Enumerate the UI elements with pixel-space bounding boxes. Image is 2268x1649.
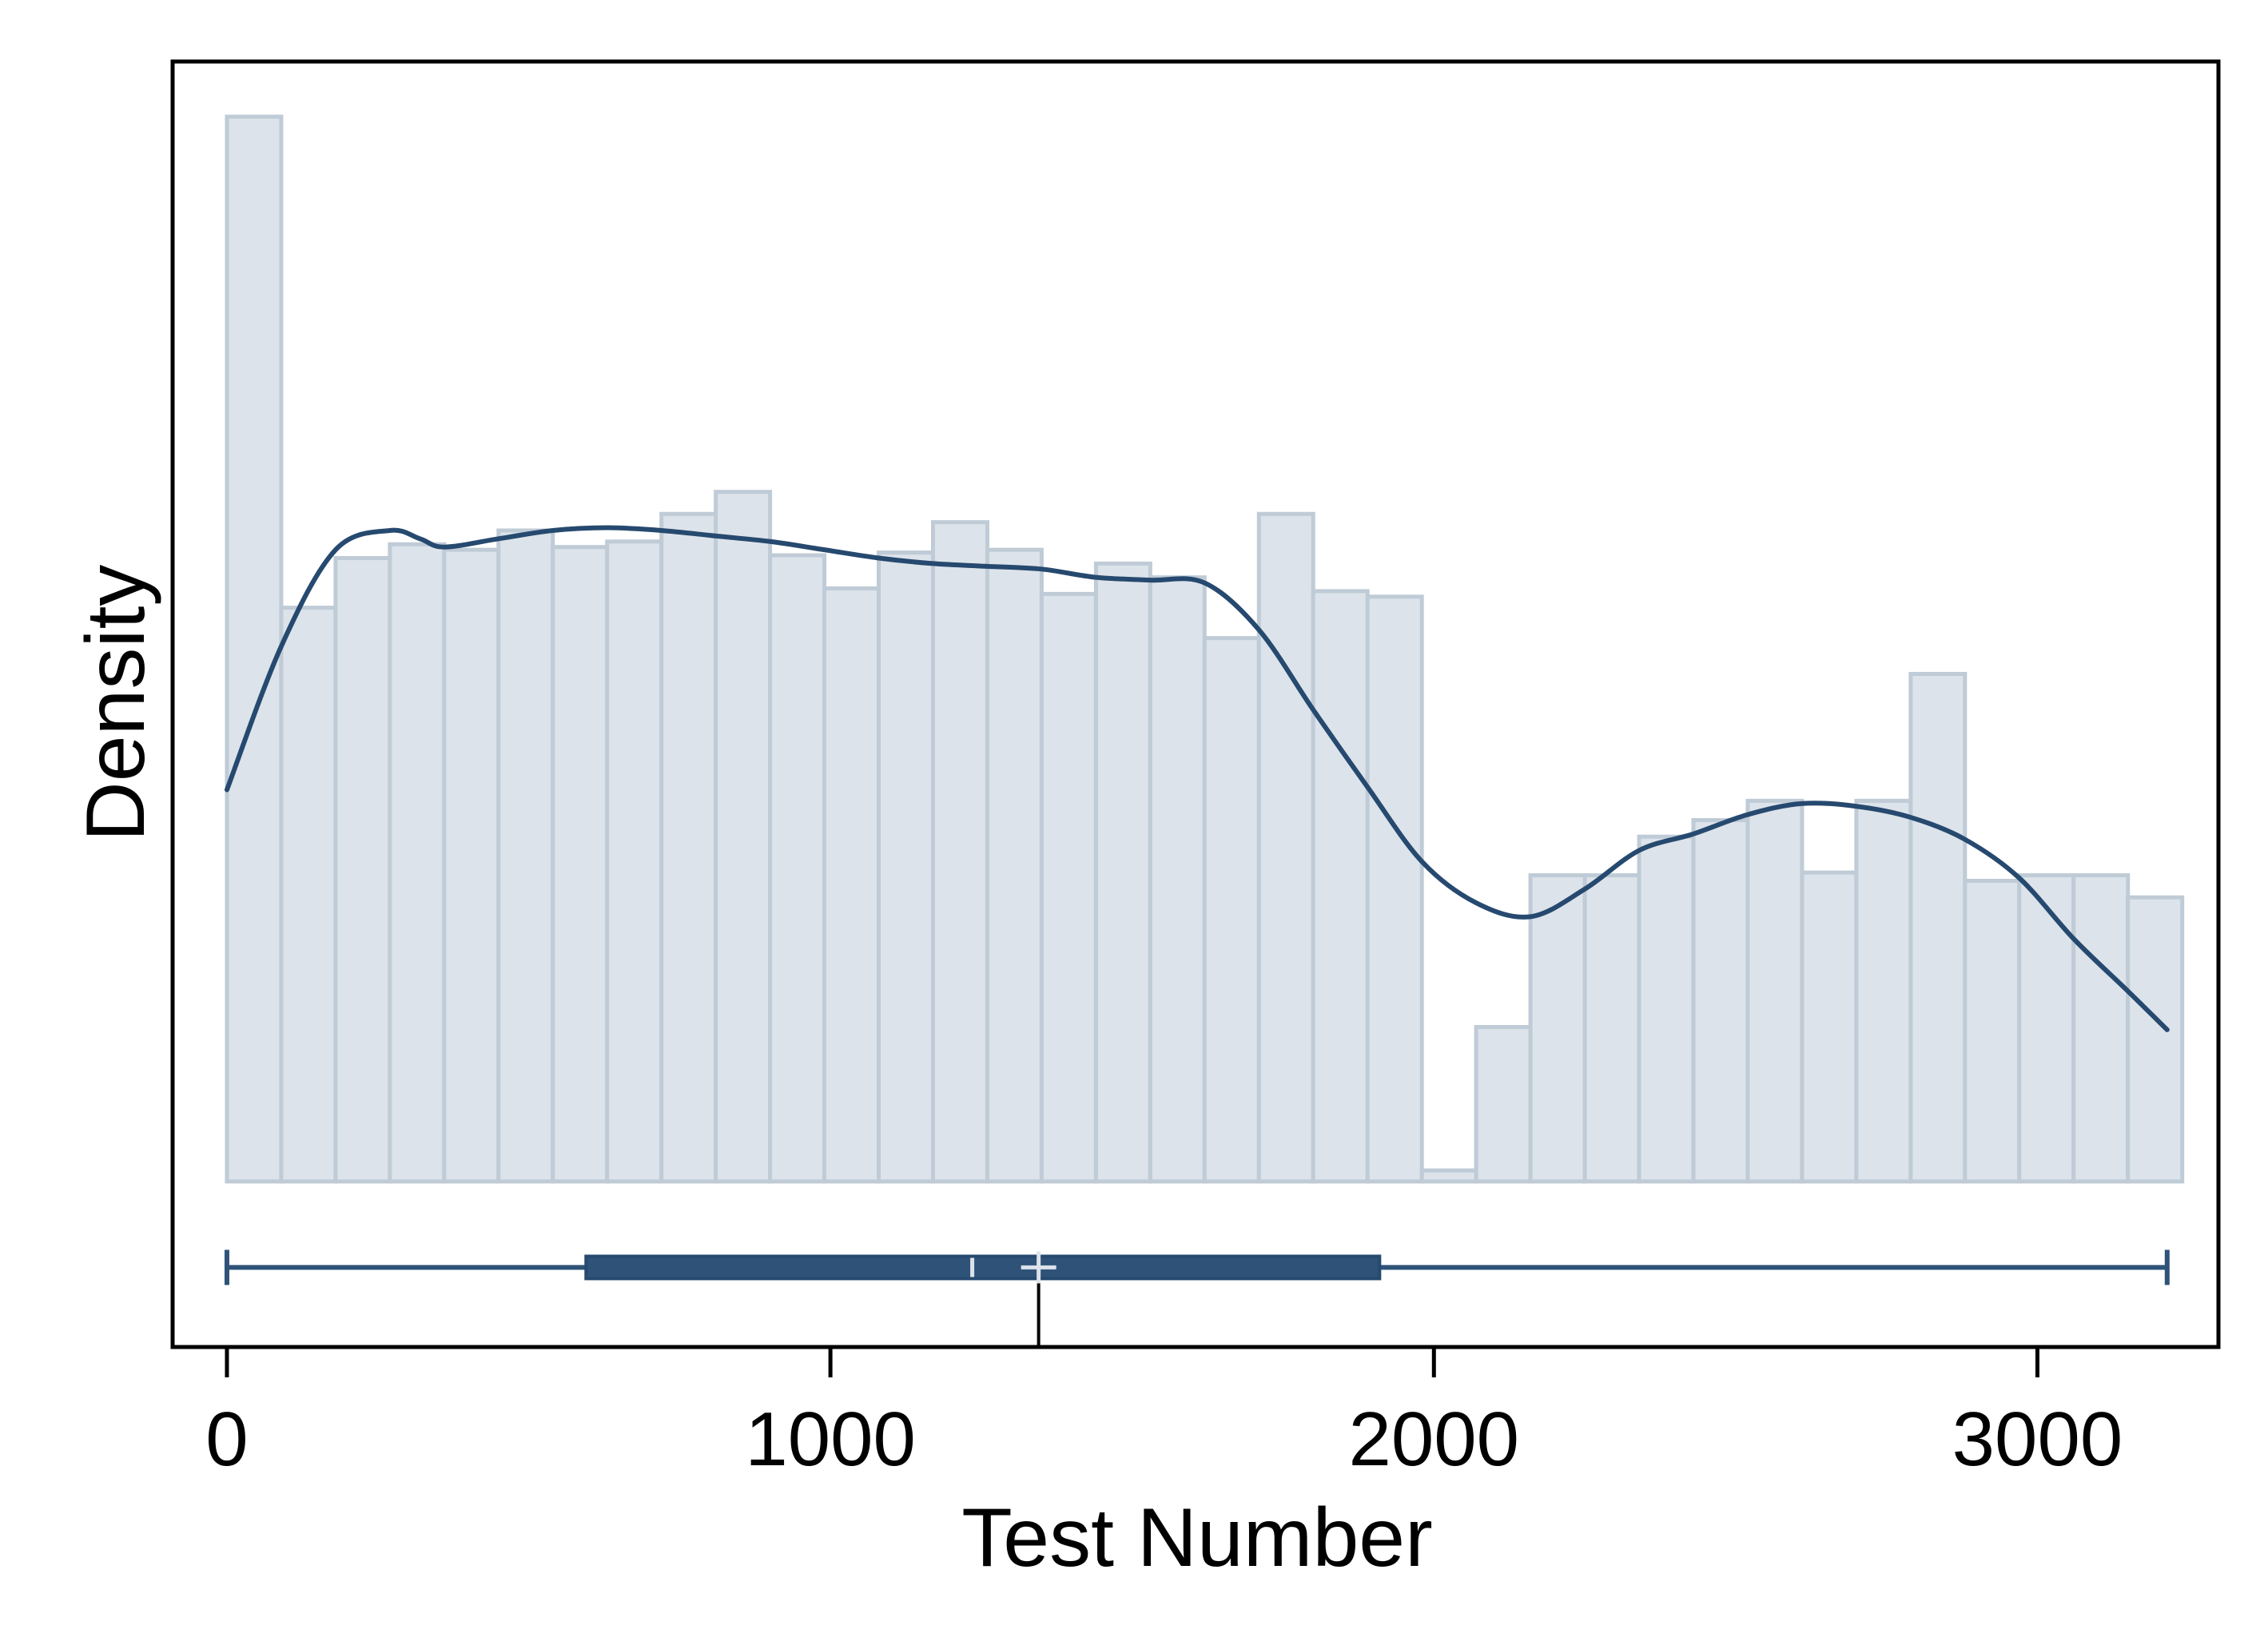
histogram-bars <box>225 114 2185 1184</box>
histogram-bar <box>1691 818 1750 1184</box>
histogram-bar <box>1528 873 1587 1184</box>
x-tick-label: 3000 <box>1952 1397 2123 1482</box>
histogram-bar <box>442 547 501 1184</box>
histogram-bar <box>931 520 989 1184</box>
histogram-bar <box>1963 878 2022 1184</box>
histogram-bar <box>1148 575 1207 1184</box>
histogram-bar <box>496 528 555 1184</box>
histogram-bar <box>279 606 338 1184</box>
histogram-bar <box>1202 636 1261 1184</box>
histogram-bar <box>1039 591 1098 1184</box>
histogram-bar <box>822 586 881 1184</box>
histogram-bar <box>1637 834 1696 1184</box>
histogram-bar <box>2126 895 2185 1184</box>
histogram-bar <box>1365 594 1424 1184</box>
histogram-bar <box>2017 873 2076 1184</box>
histogram-bar <box>1419 1168 1478 1184</box>
histogram-bar <box>1800 870 1859 1184</box>
histogram-bar <box>768 553 827 1184</box>
kde-density-line <box>224 525 2170 1032</box>
x-tick-label: 0 <box>205 1397 248 1482</box>
histogram-bar <box>333 556 392 1184</box>
histogram-bar <box>225 114 284 1184</box>
histogram-bar <box>2071 873 2131 1184</box>
histogram-bar <box>1745 798 1804 1184</box>
boxplot-box <box>584 1254 1382 1281</box>
x-tick-label: 2000 <box>1349 1397 1520 1482</box>
x-axis-label: Test Number <box>961 1492 1433 1584</box>
histogram-bar <box>551 545 610 1184</box>
histogram-bar <box>605 539 664 1184</box>
histogram-bar <box>714 490 773 1184</box>
plot-frame <box>170 59 2221 1349</box>
histogram-bar <box>388 542 447 1184</box>
histogram-bar <box>985 547 1044 1184</box>
histogram-bar <box>1093 561 1152 1184</box>
histogram-bar <box>1582 873 1641 1184</box>
x-tick-label: 1000 <box>745 1397 916 1482</box>
histogram-bar <box>877 550 936 1184</box>
histogram-bar <box>659 511 718 1184</box>
histogram-bar <box>1474 1024 1533 1184</box>
boxplot <box>224 1250 2170 1347</box>
histogram-bar <box>1256 511 1315 1184</box>
histogram-bar <box>1854 798 1913 1184</box>
x-axis: 0 1000 2000 3000 <box>205 1347 2123 1482</box>
y-axis-label: Density <box>70 565 162 842</box>
histogram-bar <box>1908 672 1968 1184</box>
histogram-bar <box>1311 589 1370 1184</box>
